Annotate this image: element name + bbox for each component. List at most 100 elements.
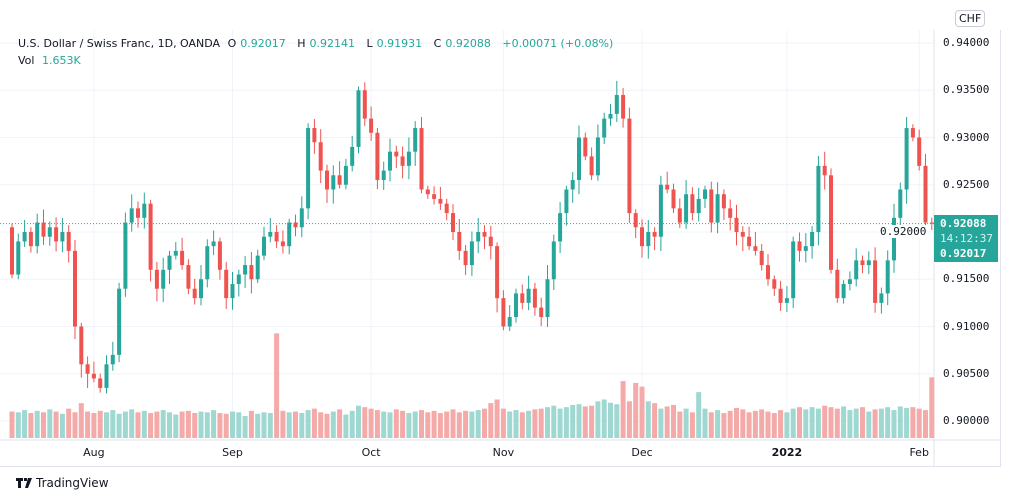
- volume-bar: [223, 413, 229, 438]
- candle-body: [236, 274, 241, 284]
- volume-bar: [759, 409, 765, 438]
- candle-body: [495, 246, 500, 299]
- volume-bar: [362, 407, 368, 438]
- volume-bar: [740, 409, 746, 438]
- candle-body: [47, 227, 52, 237]
- volume-bar: [280, 410, 286, 438]
- volume-bar: [91, 413, 97, 438]
- tradingview-branding[interactable]: TradingView: [16, 476, 109, 490]
- candle-body: [66, 232, 71, 251]
- candle-body: [16, 241, 21, 275]
- volume-bar: [299, 413, 305, 438]
- candle-body: [803, 246, 808, 251]
- candle-body: [684, 194, 689, 223]
- volume-bar: [910, 407, 916, 438]
- volume-bar: [809, 407, 815, 438]
- candle-body: [268, 232, 273, 237]
- volume-bar: [286, 412, 292, 438]
- candle-body: [154, 269, 159, 289]
- candle-body: [438, 198, 443, 204]
- change-value: +0.00071 (+0.08%): [502, 37, 614, 50]
- candle-body: [79, 326, 84, 365]
- candle-body: [558, 213, 563, 242]
- volume-bar: [148, 413, 154, 438]
- volume-bar: [122, 411, 128, 438]
- low-label: L: [366, 37, 373, 50]
- candle-body: [671, 189, 676, 209]
- volume-bar: [784, 412, 790, 438]
- volume-bar: [444, 411, 450, 438]
- volume-bar: [337, 409, 343, 438]
- volume-bar: [715, 410, 721, 438]
- open-value: 0.92017: [240, 37, 286, 50]
- volume-bar: [828, 407, 834, 438]
- candle-body: [444, 203, 449, 214]
- volume-bar: [463, 410, 469, 438]
- volume-bar: [381, 411, 387, 438]
- candle-body: [797, 241, 802, 251]
- candle-body: [463, 250, 468, 266]
- price-chart[interactable]: [0, 0, 1012, 470]
- volume-bar: [576, 404, 582, 438]
- candle-body: [640, 227, 644, 247]
- volume-bar: [658, 408, 664, 438]
- volume-bar: [431, 410, 437, 438]
- volume-bar: [204, 412, 210, 438]
- candle-body: [873, 260, 878, 303]
- volume-bar: [230, 411, 235, 438]
- volume-bar: [66, 408, 72, 438]
- candle-body: [10, 227, 14, 275]
- time-axis-label: Oct: [361, 446, 381, 459]
- volume-bar: [129, 409, 135, 438]
- candle-body: [860, 260, 865, 266]
- volume-bar: [790, 408, 796, 438]
- candle-body: [854, 260, 859, 280]
- price-tick-label: 0.91500: [943, 272, 990, 286]
- candle-body: [343, 165, 348, 185]
- candle-body: [753, 246, 758, 251]
- price-tick-label: 0.90500: [943, 366, 990, 380]
- candle-body: [274, 232, 279, 242]
- candle-body: [545, 279, 550, 318]
- volume-bar: [198, 411, 204, 438]
- volume-bar: [437, 413, 443, 438]
- candle-body: [362, 90, 367, 119]
- candle-body: [709, 189, 714, 223]
- volume-value: 1.653K: [41, 54, 81, 67]
- candle-body: [91, 373, 96, 379]
- candle-body: [520, 293, 525, 303]
- volume-bar: [633, 382, 639, 438]
- candle-body: [747, 236, 752, 247]
- volume-bar: [746, 412, 752, 438]
- candle-body: [205, 246, 210, 280]
- candle-body: [217, 241, 222, 270]
- volume-bar: [734, 407, 739, 438]
- volume-bar: [59, 413, 65, 438]
- volume-bar: [872, 409, 878, 438]
- time-axis-label: Aug: [83, 446, 105, 459]
- previous-close: 0.92017: [940, 247, 987, 260]
- price-tick-label: 0.92500: [943, 177, 990, 191]
- volume-bar: [255, 413, 261, 438]
- candle-body: [627, 118, 632, 214]
- currency-button[interactable]: CHF: [955, 10, 986, 27]
- volume-bar: [78, 403, 84, 438]
- volume-bar: [570, 404, 576, 438]
- candle-body: [791, 241, 796, 299]
- candle-body: [400, 156, 405, 166]
- candle-body: [514, 293, 518, 318]
- candle-body: [167, 255, 172, 270]
- volume-bar: [885, 407, 891, 438]
- candle-body: [734, 217, 739, 232]
- volume-bar: [519, 412, 525, 438]
- price-tick-label: 0.93000: [943, 130, 990, 144]
- candle-body: [419, 128, 424, 190]
- volume-bar: [179, 411, 185, 438]
- volume-bar: [450, 409, 456, 438]
- candle-body: [325, 170, 329, 190]
- candle-body: [243, 265, 248, 275]
- candle-body: [564, 189, 569, 214]
- volume-bar: [41, 412, 46, 438]
- close-value: 0.92088: [445, 37, 491, 50]
- candle-body: [180, 250, 185, 266]
